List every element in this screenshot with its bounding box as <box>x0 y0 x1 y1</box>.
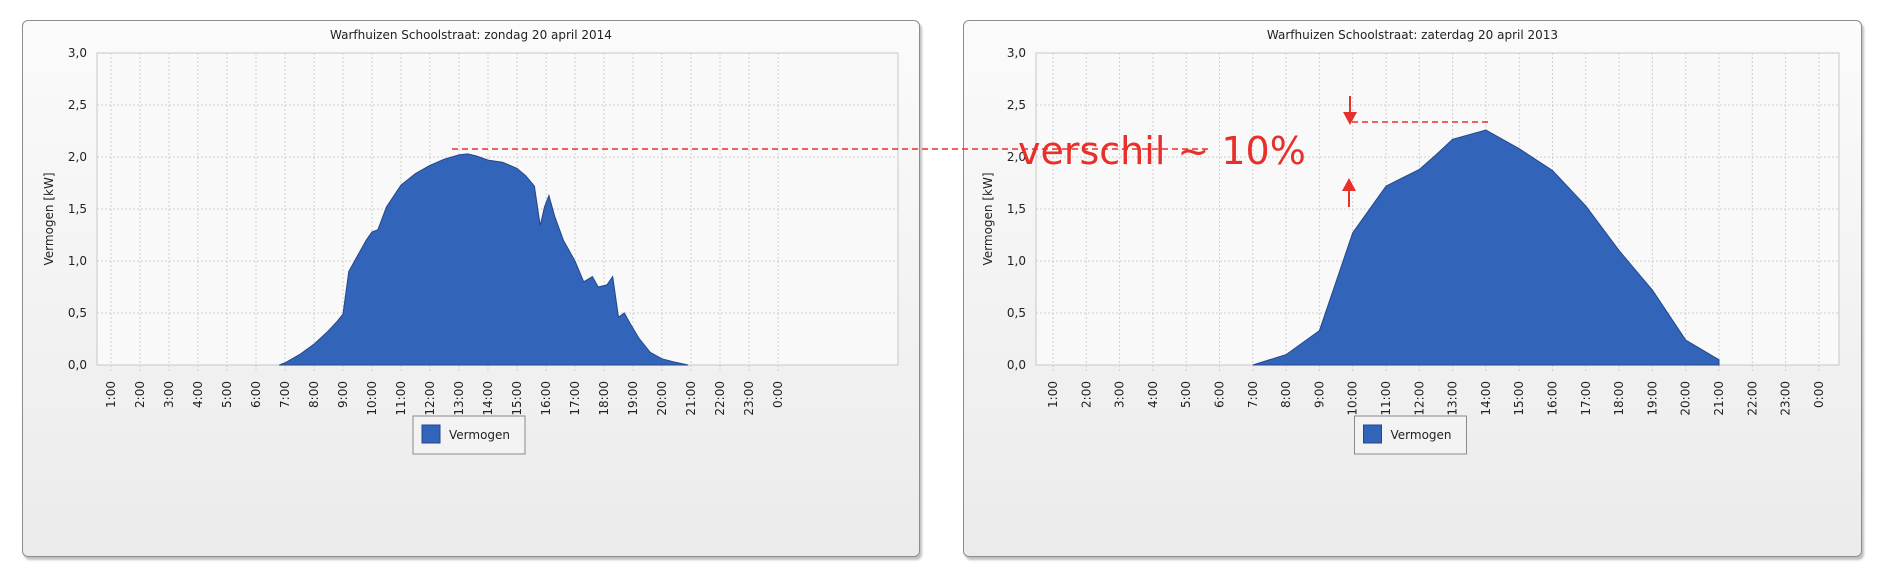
area-chart-2014: Warfhuizen Schoolstraat: zondag 20 april… <box>42 28 899 455</box>
x-tick-label: 14:00 <box>1479 381 1493 416</box>
x-tick-label: 21:00 <box>1712 381 1726 416</box>
chart-panel-2014: Warfhuizen Schoolstraat: zondag 20 april… <box>22 20 920 557</box>
x-tick-label: 20:00 <box>1679 381 1693 416</box>
x-tick-label: 16:00 <box>1546 381 1560 416</box>
chart-title: Warfhuizen Schoolstraat: zaterdag 20 apr… <box>1267 28 1558 42</box>
x-tick-label: 23:00 <box>742 381 756 416</box>
x-tick-label: 8:00 <box>307 381 321 408</box>
chart-panel-2013: Warfhuizen Schoolstraat: zaterdag 20 apr… <box>963 20 1862 557</box>
y-tick-label: 0,5 <box>1007 306 1026 320</box>
x-tick-label: 10:00 <box>365 381 379 416</box>
legend-label: Vermogen <box>1391 428 1452 442</box>
x-tick-label: 5:00 <box>1179 381 1193 408</box>
y-tick-label: 2,0 <box>1007 150 1026 164</box>
x-tick-label: 15:00 <box>510 381 524 416</box>
x-tick-label: 4:00 <box>1146 381 1160 408</box>
y-tick-label: 0,0 <box>1007 358 1026 372</box>
x-tick-label: 16:00 <box>539 381 553 416</box>
x-tick-label: 2:00 <box>133 381 147 408</box>
x-tick-label: 1:00 <box>1046 381 1060 408</box>
x-tick-label: 15:00 <box>1512 381 1526 416</box>
x-tick-label: 11:00 <box>1379 381 1393 416</box>
x-tick-label: 7:00 <box>1246 381 1260 408</box>
y-tick-label: 3,0 <box>68 46 87 60</box>
x-tick-label: 22:00 <box>1745 381 1759 416</box>
x-tick-label: 17:00 <box>568 381 582 416</box>
y-tick-label: 2,0 <box>68 150 87 164</box>
y-tick-label: 0,5 <box>68 306 87 320</box>
area-chart-2013: Warfhuizen Schoolstraat: zaterdag 20 apr… <box>981 28 1840 455</box>
y-tick-label: 0,0 <box>68 358 87 372</box>
x-tick-label: 2:00 <box>1079 381 1093 408</box>
x-tick-label: 19:00 <box>626 381 640 416</box>
x-tick-label: 23:00 <box>1779 381 1793 416</box>
legend-swatch-icon <box>421 424 441 444</box>
legend: Vermogen <box>1354 415 1467 455</box>
x-tick-label: 12:00 <box>423 381 437 416</box>
x-tick-label: 5:00 <box>220 381 234 408</box>
y-tick-label: 2,5 <box>1007 98 1026 112</box>
y-tick-label: 2,5 <box>68 98 87 112</box>
y-tick-label: 1,0 <box>1007 254 1026 268</box>
legend-label: Vermogen <box>449 428 510 442</box>
x-tick-label: 19:00 <box>1645 381 1659 416</box>
x-tick-label: 9:00 <box>336 381 350 408</box>
x-tick-label: 4:00 <box>191 381 205 408</box>
x-tick-label: 22:00 <box>713 381 727 416</box>
x-tick-label: 0:00 <box>771 381 785 408</box>
vermogen-area-series <box>279 153 689 366</box>
legend-swatch-icon <box>1363 424 1382 444</box>
x-tick-label: 1:00 <box>104 381 118 408</box>
x-tick-label: 3:00 <box>1113 381 1127 408</box>
y-axis-label: Vermogen [kW] <box>981 172 995 265</box>
x-tick-label: 8:00 <box>1279 381 1293 408</box>
vermogen-area-series <box>1252 129 1720 366</box>
x-tick-label: 9:00 <box>1312 381 1326 408</box>
x-tick-label: 13:00 <box>452 381 466 416</box>
x-tick-label: 7:00 <box>278 381 292 408</box>
x-tick-label: 11:00 <box>394 381 408 416</box>
chart-title: Warfhuizen Schoolstraat: zondag 20 april… <box>330 28 612 42</box>
x-tick-label: 0:00 <box>1812 381 1826 408</box>
y-tick-label: 3,0 <box>1007 46 1026 60</box>
x-tick-label: 17:00 <box>1579 381 1593 416</box>
x-tick-label: 10:00 <box>1346 381 1360 416</box>
y-tick-label: 1,0 <box>68 254 87 268</box>
legend: Vermogen <box>412 415 526 455</box>
x-tick-label: 18:00 <box>597 381 611 416</box>
y-axis-label: Vermogen [kW] <box>42 172 56 265</box>
x-tick-label: 14:00 <box>481 381 495 416</box>
x-tick-label: 21:00 <box>684 381 698 416</box>
x-tick-label: 18:00 <box>1612 381 1626 416</box>
x-tick-label: 13:00 <box>1446 381 1460 416</box>
x-tick-label: 3:00 <box>162 381 176 408</box>
y-tick-label: 1,5 <box>1007 202 1026 216</box>
x-tick-label: 20:00 <box>655 381 669 416</box>
y-tick-label: 1,5 <box>68 202 87 216</box>
x-tick-label: 6:00 <box>249 381 263 408</box>
x-tick-label: 12:00 <box>1412 381 1426 416</box>
x-tick-label: 6:00 <box>1213 381 1227 408</box>
